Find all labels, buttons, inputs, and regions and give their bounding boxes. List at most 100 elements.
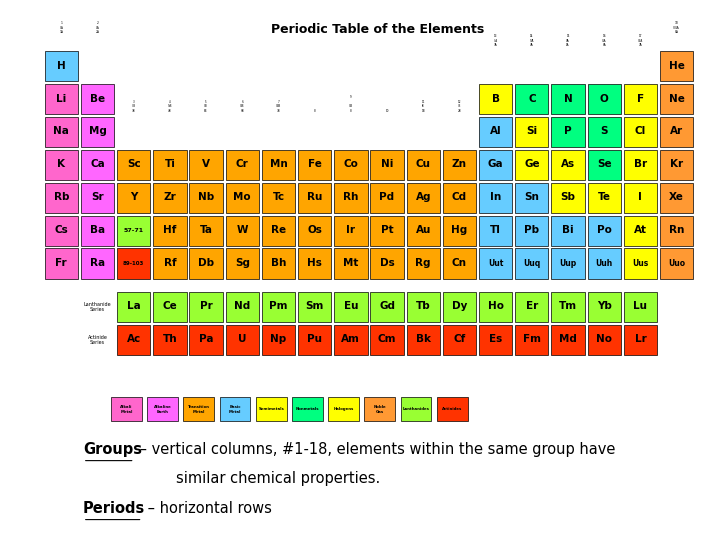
FancyBboxPatch shape — [81, 117, 114, 147]
FancyBboxPatch shape — [45, 248, 78, 279]
Text: Fe: Fe — [307, 159, 322, 170]
Text: 16
VIA
6A: 16 VIA 6A — [602, 34, 606, 47]
Text: Ds: Ds — [379, 258, 395, 268]
FancyBboxPatch shape — [479, 150, 513, 180]
FancyBboxPatch shape — [660, 215, 693, 246]
FancyBboxPatch shape — [262, 292, 295, 322]
Text: Al: Al — [490, 126, 501, 137]
Text: 11
IB
1B: 11 IB 1B — [421, 100, 425, 113]
FancyBboxPatch shape — [407, 150, 440, 180]
Text: Dy: Dy — [451, 301, 467, 312]
Text: 12
IIB
2B: 12 IIB 2B — [458, 100, 462, 113]
FancyBboxPatch shape — [225, 150, 259, 180]
Text: – vertical columns, #1-18, elements within the same group have: – vertical columns, #1-18, elements with… — [135, 442, 615, 457]
FancyBboxPatch shape — [516, 325, 549, 355]
Text: Actinide
Series: Actinide Series — [88, 335, 107, 346]
FancyBboxPatch shape — [516, 215, 549, 246]
Text: Sc: Sc — [127, 159, 140, 170]
Text: Mg: Mg — [89, 126, 107, 137]
Text: Po: Po — [597, 225, 612, 235]
Text: 2
IIA
2A: 2 IIA 2A — [96, 21, 99, 35]
FancyBboxPatch shape — [81, 248, 114, 279]
FancyBboxPatch shape — [334, 215, 367, 246]
FancyBboxPatch shape — [479, 248, 513, 279]
Text: Br: Br — [634, 159, 647, 170]
FancyBboxPatch shape — [298, 150, 331, 180]
Text: Semimetals: Semimetals — [258, 407, 284, 411]
FancyBboxPatch shape — [184, 397, 215, 421]
Text: Ne: Ne — [669, 93, 685, 104]
Text: Alkali
Metal: Alkali Metal — [120, 405, 132, 414]
FancyBboxPatch shape — [117, 292, 150, 322]
FancyBboxPatch shape — [516, 248, 549, 279]
Text: 10: 10 — [385, 109, 389, 113]
FancyBboxPatch shape — [334, 292, 367, 322]
FancyBboxPatch shape — [479, 84, 513, 114]
Text: Es: Es — [489, 334, 503, 345]
Text: Fr: Fr — [55, 258, 67, 268]
Text: W: W — [237, 225, 248, 235]
FancyBboxPatch shape — [660, 248, 693, 279]
Text: Hs: Hs — [307, 258, 322, 268]
Text: Pt: Pt — [381, 225, 393, 235]
FancyBboxPatch shape — [443, 183, 476, 213]
FancyBboxPatch shape — [153, 248, 186, 279]
Text: Zr: Zr — [163, 192, 176, 202]
Text: Cl: Cl — [635, 126, 646, 137]
FancyBboxPatch shape — [189, 150, 222, 180]
FancyBboxPatch shape — [262, 248, 295, 279]
FancyBboxPatch shape — [298, 325, 331, 355]
Text: Uut: Uut — [488, 259, 503, 268]
FancyBboxPatch shape — [443, 325, 476, 355]
Text: Er: Er — [526, 301, 538, 312]
FancyBboxPatch shape — [328, 397, 359, 421]
FancyBboxPatch shape — [516, 117, 549, 147]
Text: 5
VB
5B: 5 VB 5B — [204, 100, 208, 113]
Text: Tc: Tc — [272, 192, 284, 202]
Text: He: He — [669, 60, 685, 71]
Text: 14
IVA
4A: 14 IVA 4A — [530, 34, 534, 47]
FancyBboxPatch shape — [153, 183, 186, 213]
FancyBboxPatch shape — [660, 84, 693, 114]
Text: Hg: Hg — [451, 225, 467, 235]
Text: Periodic Table of the Elements: Periodic Table of the Elements — [271, 23, 485, 36]
Text: Mo: Mo — [233, 192, 251, 202]
FancyBboxPatch shape — [660, 183, 693, 213]
Text: 57-71: 57-71 — [124, 228, 144, 233]
Text: Bi: Bi — [562, 225, 574, 235]
FancyBboxPatch shape — [189, 292, 222, 322]
FancyBboxPatch shape — [220, 397, 251, 421]
FancyBboxPatch shape — [516, 150, 549, 180]
Text: Xe: Xe — [669, 192, 684, 202]
Text: Se: Se — [597, 159, 611, 170]
FancyBboxPatch shape — [81, 215, 114, 246]
Text: Kr: Kr — [670, 159, 683, 170]
FancyBboxPatch shape — [552, 325, 585, 355]
Text: Ce: Ce — [163, 301, 177, 312]
Text: La: La — [127, 301, 140, 312]
Text: Lanthanide
Series: Lanthanide Series — [84, 302, 112, 313]
FancyBboxPatch shape — [443, 248, 476, 279]
FancyBboxPatch shape — [117, 248, 150, 279]
Text: Os: Os — [307, 225, 322, 235]
FancyBboxPatch shape — [225, 325, 259, 355]
FancyBboxPatch shape — [45, 215, 78, 246]
Text: Db: Db — [198, 258, 214, 268]
FancyBboxPatch shape — [624, 292, 657, 322]
Text: Tb: Tb — [416, 301, 431, 312]
Text: Lr: Lr — [634, 334, 647, 345]
Text: Re: Re — [271, 225, 286, 235]
Text: Yb: Yb — [597, 301, 612, 312]
Text: Uuo: Uuo — [668, 259, 685, 268]
FancyBboxPatch shape — [660, 51, 693, 82]
Text: Ra: Ra — [90, 258, 105, 268]
FancyBboxPatch shape — [588, 150, 621, 180]
Text: Lu: Lu — [634, 301, 647, 312]
Text: Ir: Ir — [346, 225, 356, 235]
Text: B: B — [492, 93, 500, 104]
Text: Basic
Metal: Basic Metal — [229, 405, 241, 414]
Text: 7
VIIB
7B: 7 VIIB 7B — [276, 100, 281, 113]
FancyBboxPatch shape — [588, 215, 621, 246]
Text: U: U — [238, 334, 246, 345]
FancyBboxPatch shape — [45, 117, 78, 147]
